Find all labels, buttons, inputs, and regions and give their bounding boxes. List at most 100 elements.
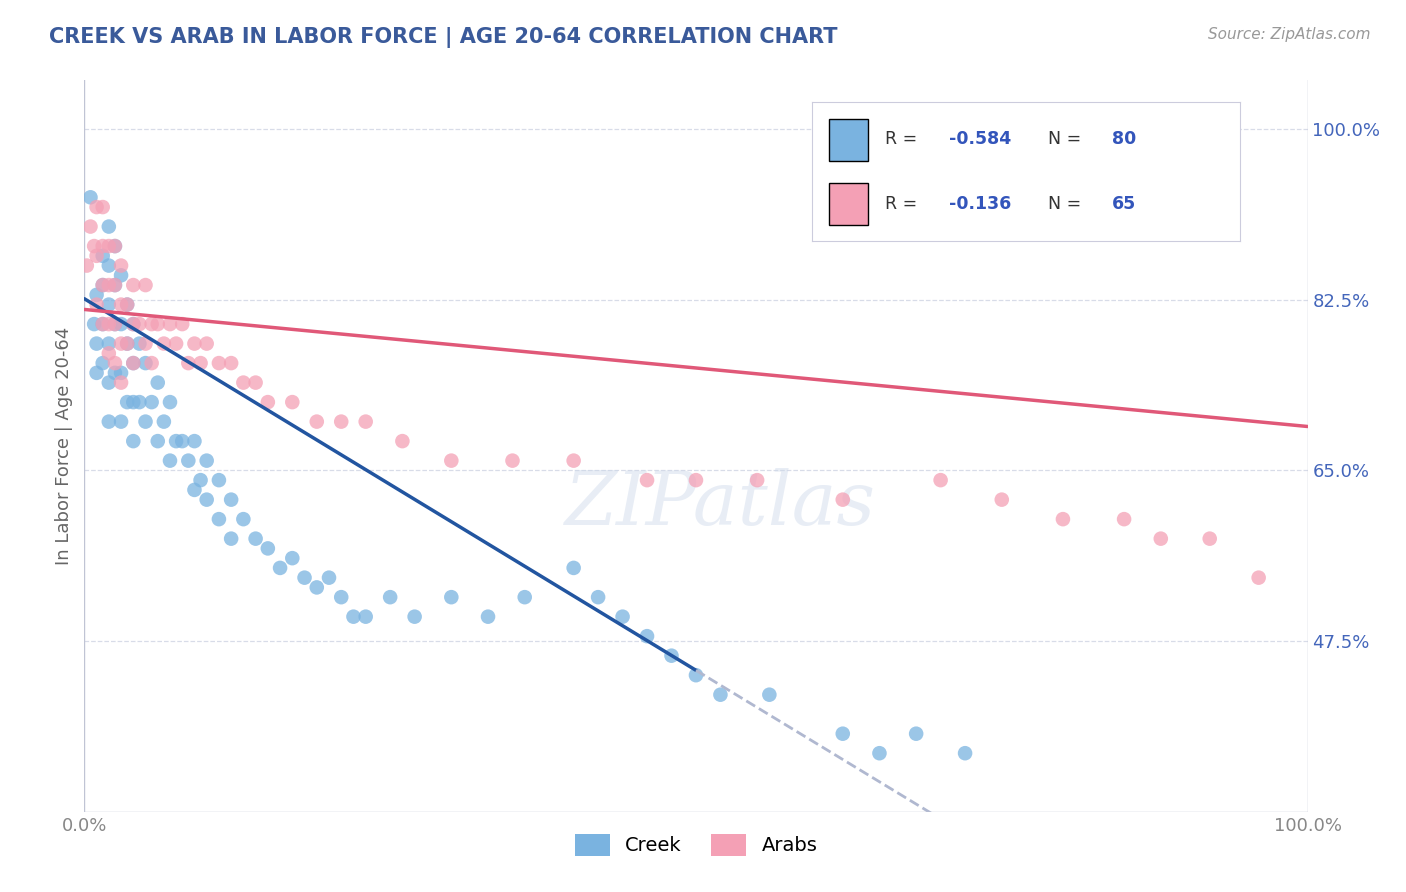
Point (159, 453, 181, 467)
Point (929, 473, 952, 487)
Point (747, 473, 769, 487)
Point (318, 571, 340, 585)
Point (135, 336, 157, 351)
Point (232, 376, 254, 390)
Point (281, 551, 304, 566)
Point (562, 561, 585, 575)
Point (146, 317, 169, 331)
Point (1198, 532, 1220, 546)
Point (104, 239, 127, 253)
Point (183, 483, 205, 497)
Point (122, 278, 145, 293)
Point (831, 492, 853, 507)
Point (128, 336, 150, 351)
Point (305, 581, 328, 595)
Point (245, 532, 267, 546)
Point (440, 590, 463, 604)
Point (208, 356, 231, 370)
Point (685, 668, 707, 682)
Point (79, 219, 101, 234)
Point (128, 317, 150, 331)
Point (76, 259, 98, 273)
Point (97, 376, 120, 390)
Point (165, 336, 187, 351)
Point (232, 512, 254, 526)
Point (404, 609, 426, 624)
Point (110, 317, 132, 331)
Point (562, 453, 585, 467)
Point (91, 278, 114, 293)
Text: CREEK VS ARAB IN LABOR FORCE | AGE 20-64 CORRELATION CHART: CREEK VS ARAB IN LABOR FORCE | AGE 20-64… (49, 27, 838, 48)
Point (115, 336, 138, 351)
Point (869, 746, 891, 760)
Point (83, 239, 105, 253)
Point (219, 356, 242, 370)
Point (115, 395, 138, 409)
Point (97, 415, 120, 429)
Point (294, 571, 316, 585)
Point (110, 268, 132, 283)
Point (97, 336, 120, 351)
Point (104, 278, 127, 293)
Point (330, 590, 353, 604)
Point (195, 453, 218, 467)
Point (104, 317, 127, 331)
Point (612, 609, 634, 624)
Point (153, 336, 176, 351)
Point (440, 453, 463, 467)
Point (586, 590, 609, 604)
Point (122, 317, 145, 331)
Point (128, 395, 150, 409)
Point (354, 609, 377, 624)
Point (104, 366, 127, 380)
Point (305, 415, 328, 429)
Point (104, 239, 127, 253)
Point (110, 415, 132, 429)
Point (354, 415, 377, 429)
Point (91, 356, 114, 370)
Point (190, 356, 212, 370)
Point (115, 297, 138, 311)
Legend: Creek, Arabs: Creek, Arabs (562, 822, 830, 868)
Point (153, 415, 176, 429)
Point (122, 356, 145, 370)
Point (477, 609, 499, 624)
Point (104, 278, 127, 293)
Point (1150, 532, 1173, 546)
Point (177, 356, 200, 370)
Point (208, 512, 231, 526)
Point (685, 473, 707, 487)
Point (501, 453, 523, 467)
Point (122, 395, 145, 409)
Point (953, 746, 976, 760)
Point (110, 376, 132, 390)
Point (110, 336, 132, 351)
Point (269, 561, 291, 575)
Point (195, 336, 218, 351)
Point (115, 297, 138, 311)
Point (79, 190, 101, 204)
Point (91, 200, 114, 214)
Point (758, 688, 780, 702)
Point (219, 532, 242, 546)
Point (122, 317, 145, 331)
Point (83, 317, 105, 331)
Point (1052, 512, 1074, 526)
Point (195, 492, 218, 507)
Point (91, 239, 114, 253)
Point (97, 259, 120, 273)
Point (391, 434, 413, 449)
Point (661, 648, 683, 663)
Point (91, 317, 114, 331)
Point (257, 395, 280, 409)
Point (183, 434, 205, 449)
Point (86, 336, 108, 351)
Point (636, 629, 658, 643)
Point (97, 317, 120, 331)
Point (135, 415, 157, 429)
Point (709, 688, 731, 702)
Point (1114, 512, 1136, 526)
Point (330, 415, 353, 429)
Point (115, 336, 138, 351)
Point (905, 727, 928, 741)
